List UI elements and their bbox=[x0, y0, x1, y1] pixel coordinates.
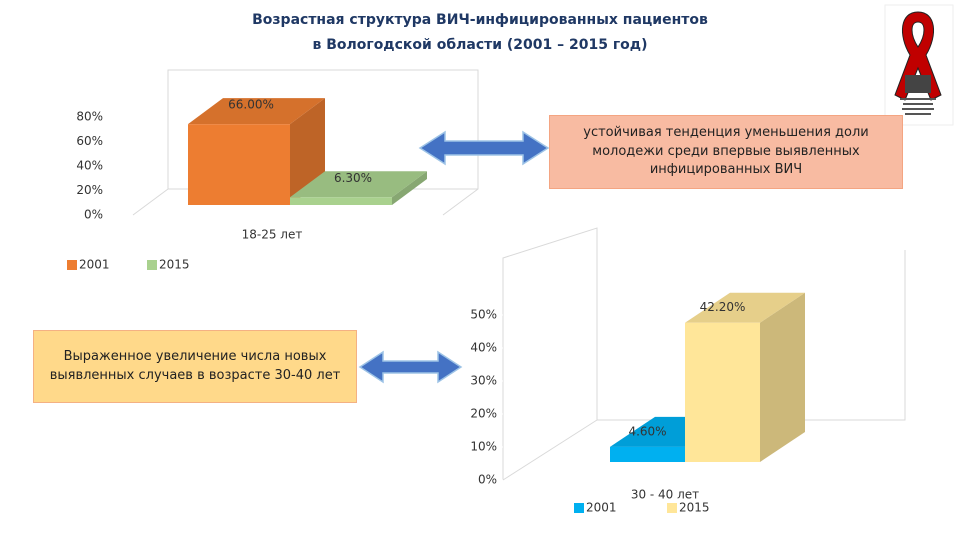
bar-side bbox=[392, 171, 427, 205]
y-tick-label: 10% bbox=[470, 440, 497, 454]
x-tick-label: 30 - 40 лет bbox=[631, 488, 699, 502]
title-line: в Вологодской области (2001 – 2015 год) bbox=[312, 37, 647, 53]
y-tick-label: 60% bbox=[76, 134, 103, 148]
value-label: 6.30% bbox=[334, 171, 372, 185]
legend-swatch bbox=[67, 260, 77, 270]
y-tick-label: 20% bbox=[470, 407, 497, 421]
bar-side bbox=[760, 292, 805, 462]
logo bbox=[884, 4, 954, 126]
bar bbox=[188, 124, 290, 205]
double-arrow bbox=[418, 130, 550, 166]
y-tick-label: 80% bbox=[76, 110, 103, 124]
value-label: 66.00% bbox=[228, 98, 274, 112]
legend-label: 2001 bbox=[586, 501, 617, 515]
y-tick-label: 0% bbox=[84, 208, 103, 222]
y-tick-label: 0% bbox=[478, 473, 497, 487]
x-tick-label: 18-25 лет bbox=[242, 228, 303, 242]
bar bbox=[290, 197, 392, 205]
legend-label: 2001 bbox=[79, 258, 110, 272]
y-tick-label: 50% bbox=[470, 308, 497, 322]
bar bbox=[685, 322, 760, 462]
value-label: 4.60% bbox=[628, 424, 666, 438]
bar-top bbox=[685, 292, 805, 323]
legend-swatch bbox=[667, 503, 677, 513]
legend-swatch bbox=[574, 503, 584, 513]
title-line: Возрастная структура ВИЧ-инфицированных … bbox=[252, 12, 708, 28]
y-tick-label: 40% bbox=[76, 159, 103, 173]
value-label: 42.20% bbox=[700, 300, 746, 314]
double-arrow bbox=[358, 350, 463, 384]
bar-top bbox=[290, 171, 427, 198]
bar bbox=[610, 446, 685, 462]
y-tick-label: 30% bbox=[470, 374, 497, 388]
bar-top bbox=[188, 98, 325, 125]
y-tick-label: 20% bbox=[76, 183, 103, 197]
y-tick-label: 40% bbox=[470, 341, 497, 355]
callout: устойчивая тенденция уменьшения доли мол… bbox=[549, 115, 903, 189]
callout: Выраженное увеличение числа новых выявле… bbox=[33, 330, 357, 403]
legend-label: 2015 bbox=[159, 258, 190, 272]
legend-label: 2015 bbox=[679, 501, 710, 515]
legend-swatch bbox=[147, 260, 157, 270]
